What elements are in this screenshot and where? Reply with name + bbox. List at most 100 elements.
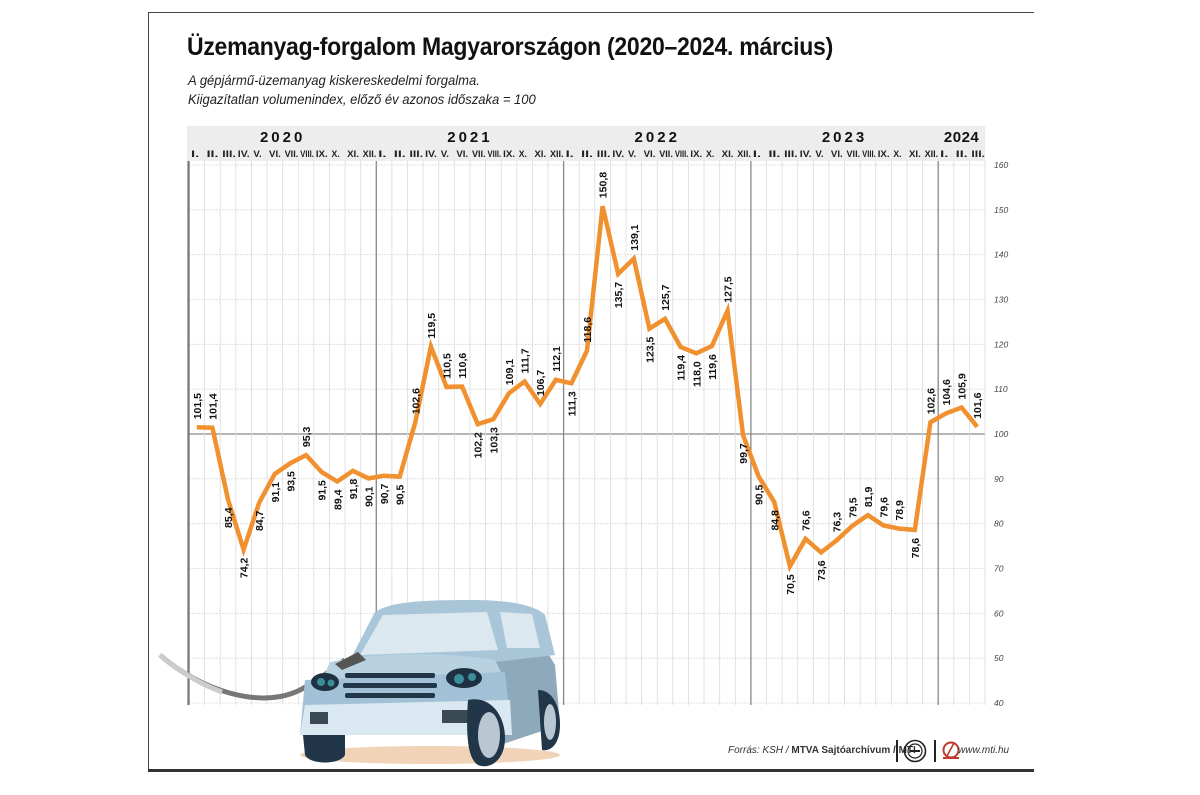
- month-label: III.: [971, 149, 985, 160]
- data-label: 81,9: [863, 487, 875, 508]
- chart-subtitle-line2: Kiigazítatlan volumenindex, előző év azo…: [188, 91, 536, 107]
- month-label: III.: [410, 149, 424, 160]
- y-tick-label: 160: [994, 160, 1008, 170]
- data-label: 76,6: [801, 510, 813, 531]
- data-label: 102,6: [410, 388, 422, 414]
- month-label: VIII.: [488, 149, 502, 160]
- data-label: 119,6: [707, 354, 719, 380]
- year-label: 2023: [822, 129, 867, 146]
- website-link[interactable]: www.mti.hu: [958, 745, 1010, 756]
- data-label: 118,0: [691, 361, 703, 387]
- data-label: 125,7: [660, 284, 672, 310]
- month-label: XII.: [925, 149, 939, 160]
- month-label: IV.: [612, 149, 624, 160]
- data-label: 102,6: [925, 388, 937, 414]
- data-label: 90,7: [379, 484, 391, 505]
- month-label: V.: [815, 149, 823, 160]
- fuel-hose-fade: [158, 653, 223, 695]
- month-label: XII.: [550, 149, 564, 160]
- grid: [187, 126, 986, 705]
- y-tick-label: 110: [994, 384, 1008, 394]
- month-label: VIII.: [675, 149, 689, 160]
- month-label: XII.: [737, 149, 751, 160]
- data-label: 101,6: [972, 392, 984, 418]
- car-refueling-illustration: [158, 600, 560, 767]
- data-label: 102,2: [473, 432, 485, 458]
- month-label: III.: [222, 149, 236, 160]
- y-tick-label: 90: [994, 474, 1004, 484]
- data-label: 110,5: [442, 353, 454, 379]
- mti-round-logo-icon: [903, 739, 927, 763]
- month-label: V.: [253, 149, 261, 160]
- month-label: V.: [628, 149, 636, 160]
- chart-title: Üzemanyag-forgalom Magyarországon (2020–…: [187, 33, 833, 61]
- month-label: I.: [378, 149, 386, 160]
- data-label: 93,5: [286, 471, 298, 492]
- year-label: 2021: [447, 129, 492, 146]
- headlight-left-lens: [327, 679, 335, 687]
- month-label: I.: [940, 149, 948, 160]
- data-label: 104,6: [941, 379, 953, 405]
- month-label: VII.: [285, 149, 299, 160]
- month-label: IV.: [238, 149, 250, 160]
- y-tick-label: 60: [994, 608, 1004, 618]
- data-label: 84,7: [254, 510, 266, 531]
- month-label: IX.: [503, 149, 515, 160]
- y-tick-label: 70: [994, 564, 1004, 574]
- data-label: 127,5: [723, 276, 735, 302]
- source-agency: MTVA Sajtóarchívum / MTI: [791, 745, 916, 756]
- grille-bar: [345, 693, 435, 698]
- y-tick-label: 50: [994, 653, 1004, 663]
- data-label: 79,6: [879, 497, 891, 518]
- data-label: 110,6: [457, 353, 469, 379]
- month-label: X.: [331, 149, 339, 160]
- side-window: [500, 612, 540, 648]
- data-label: 90,1: [364, 486, 376, 507]
- chart-frame: [148, 12, 1034, 770]
- data-label: 91,8: [348, 479, 360, 500]
- month-label: II.: [394, 149, 406, 160]
- frame-bottom-rule: [148, 770, 1034, 772]
- month-label: X.: [519, 149, 527, 160]
- data-label: 119,5: [426, 313, 438, 339]
- month-label: IV.: [800, 149, 812, 160]
- month-label: III.: [784, 149, 798, 160]
- month-label: II.: [581, 149, 593, 160]
- data-label: 119,4: [676, 355, 688, 381]
- data-label: 95,3: [301, 427, 313, 448]
- month-label: IX.: [316, 149, 328, 160]
- data-label: 78,9: [894, 500, 906, 521]
- month-label: II.: [956, 149, 968, 160]
- month-label: XI.: [722, 149, 734, 160]
- data-label: 112,1: [551, 346, 563, 372]
- data-label: 118,6: [582, 317, 594, 343]
- month-label: I.: [566, 149, 574, 160]
- fog-light-left: [310, 712, 328, 724]
- month-label: IV.: [425, 149, 437, 160]
- y-tick-label: 40: [994, 698, 1004, 708]
- data-label: 73,6: [816, 560, 828, 581]
- data-label: 135,7: [613, 282, 625, 308]
- source-credit: Forrás: KSH / MTVA Sajtóarchívum / MTI: [728, 745, 916, 756]
- month-label: VI.: [831, 149, 843, 160]
- data-label: 74,2: [239, 558, 251, 579]
- rim-rear: [544, 704, 556, 740]
- year-label: 2020: [260, 129, 305, 146]
- data-labels: 101,5 101,4 85,4 74,2 84,7 91,1 93,5 95,3 91,5 89…: [192, 172, 984, 595]
- mtva-logo-icon: [942, 741, 960, 759]
- month-label: XI.: [347, 149, 359, 160]
- data-label: 91,5: [317, 480, 329, 501]
- month-label: XI.: [534, 149, 546, 160]
- data-label: 99,7: [738, 443, 750, 464]
- data-label: 90,5: [395, 484, 407, 505]
- data-label: 84,8: [769, 510, 781, 531]
- data-label: 150,8: [598, 172, 610, 198]
- y-tick-label: 140: [994, 250, 1008, 260]
- fuel-nozzle: [335, 652, 366, 670]
- y-axis: 40 50 60 70 80 90 100 110 120 130 140 150 160: [994, 160, 1008, 708]
- front-bumper: [300, 700, 512, 735]
- headlight-right: [446, 668, 482, 688]
- month-label: X.: [706, 149, 714, 160]
